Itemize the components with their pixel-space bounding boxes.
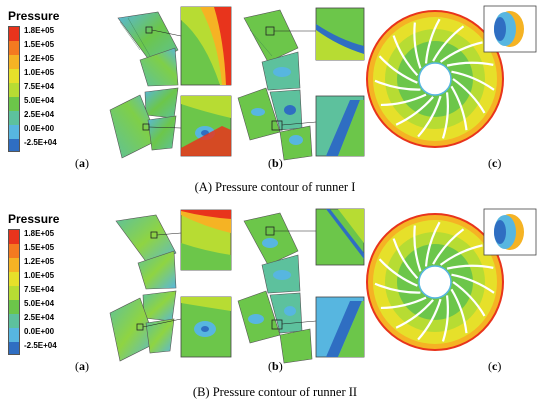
subfigure-label: (b) [268, 156, 283, 170]
tick-label: 5.0E+04 [24, 299, 55, 308]
subfigure-label: (b) [268, 359, 283, 373]
runner-blade [432, 228, 465, 265]
tick-label: 1.5E+05 [24, 40, 55, 49]
blade-passage-contours-b [237, 208, 365, 364]
runner-blade [392, 238, 419, 280]
blade-passage-contours-b [237, 7, 365, 161]
tick-label: 7.5E+04 [24, 285, 55, 294]
tick-label: 1.8E+05 [24, 26, 55, 35]
runner-blade [417, 298, 442, 341]
legend-title: Pressure [8, 212, 60, 226]
runner-blade [441, 295, 449, 342]
subfigure-label: (a) [75, 156, 89, 170]
runner-blade [432, 25, 465, 62]
runner-blade [392, 35, 419, 77]
tick-label: 0.0E+00 [24, 327, 55, 336]
color-bar [8, 229, 20, 355]
runner-blade [378, 55, 418, 84]
color-bar [8, 26, 20, 152]
figure-caption: (B) Pressure contour of runner II [192, 385, 358, 399]
runner-blade [395, 96, 434, 126]
runner-blade [395, 299, 434, 329]
legend-title: Pressure [8, 9, 60, 23]
runner-blade [452, 78, 486, 114]
tick-label: 1.8E+05 [24, 229, 55, 238]
runner-blade [378, 258, 418, 287]
tick-label: 2.5E+04 [24, 110, 55, 119]
runner-blade [446, 264, 494, 270]
runner-blade [413, 22, 422, 69]
runner-blade [417, 95, 442, 138]
runner-blade [451, 70, 495, 91]
tick-label: -2.5E+04 [24, 341, 57, 350]
tick-label: 1.0E+05 [24, 271, 55, 280]
tick-label: 0.0E+00 [24, 124, 55, 133]
subfigure-label: (c) [488, 156, 502, 170]
runner-blade [450, 288, 468, 334]
runner-blade [424, 18, 441, 64]
blade-passage-contours-a [109, 6, 232, 159]
tick-label: 5.0E+04 [24, 96, 55, 105]
tick-label: -2.5E+04 [24, 138, 57, 147]
tick-label: 1.2E+05 [24, 54, 55, 63]
runner-blade [424, 221, 441, 267]
runner-blade [374, 79, 421, 91]
tick-label: 1.0E+05 [24, 68, 55, 77]
runner-blade [374, 282, 421, 294]
runner-blade [380, 93, 427, 107]
runner-blade [439, 41, 483, 63]
figure-caption: (A) Pressure contour of runner I [194, 180, 356, 194]
blade-passage-contours-a [109, 209, 232, 362]
runner-blade [439, 244, 483, 266]
runner-blade [451, 273, 495, 294]
runner-blade [441, 92, 449, 139]
runner-blade [450, 85, 468, 131]
tick-label: 1.5E+05 [24, 243, 55, 252]
tick-label: 2.5E+04 [24, 313, 55, 322]
tick-label: 1.2E+05 [24, 257, 55, 266]
runner-blade [413, 225, 422, 272]
runner-pressure-contour-c [366, 5, 537, 148]
subfigure-label: (c) [488, 359, 502, 373]
subfigure-label: (a) [75, 359, 89, 373]
runner-pressure-contour-c [366, 208, 537, 351]
runner-blade [446, 61, 494, 67]
tick-label: 7.5E+04 [24, 82, 55, 91]
runner-blade [452, 281, 486, 317]
runner-blade [380, 296, 427, 310]
